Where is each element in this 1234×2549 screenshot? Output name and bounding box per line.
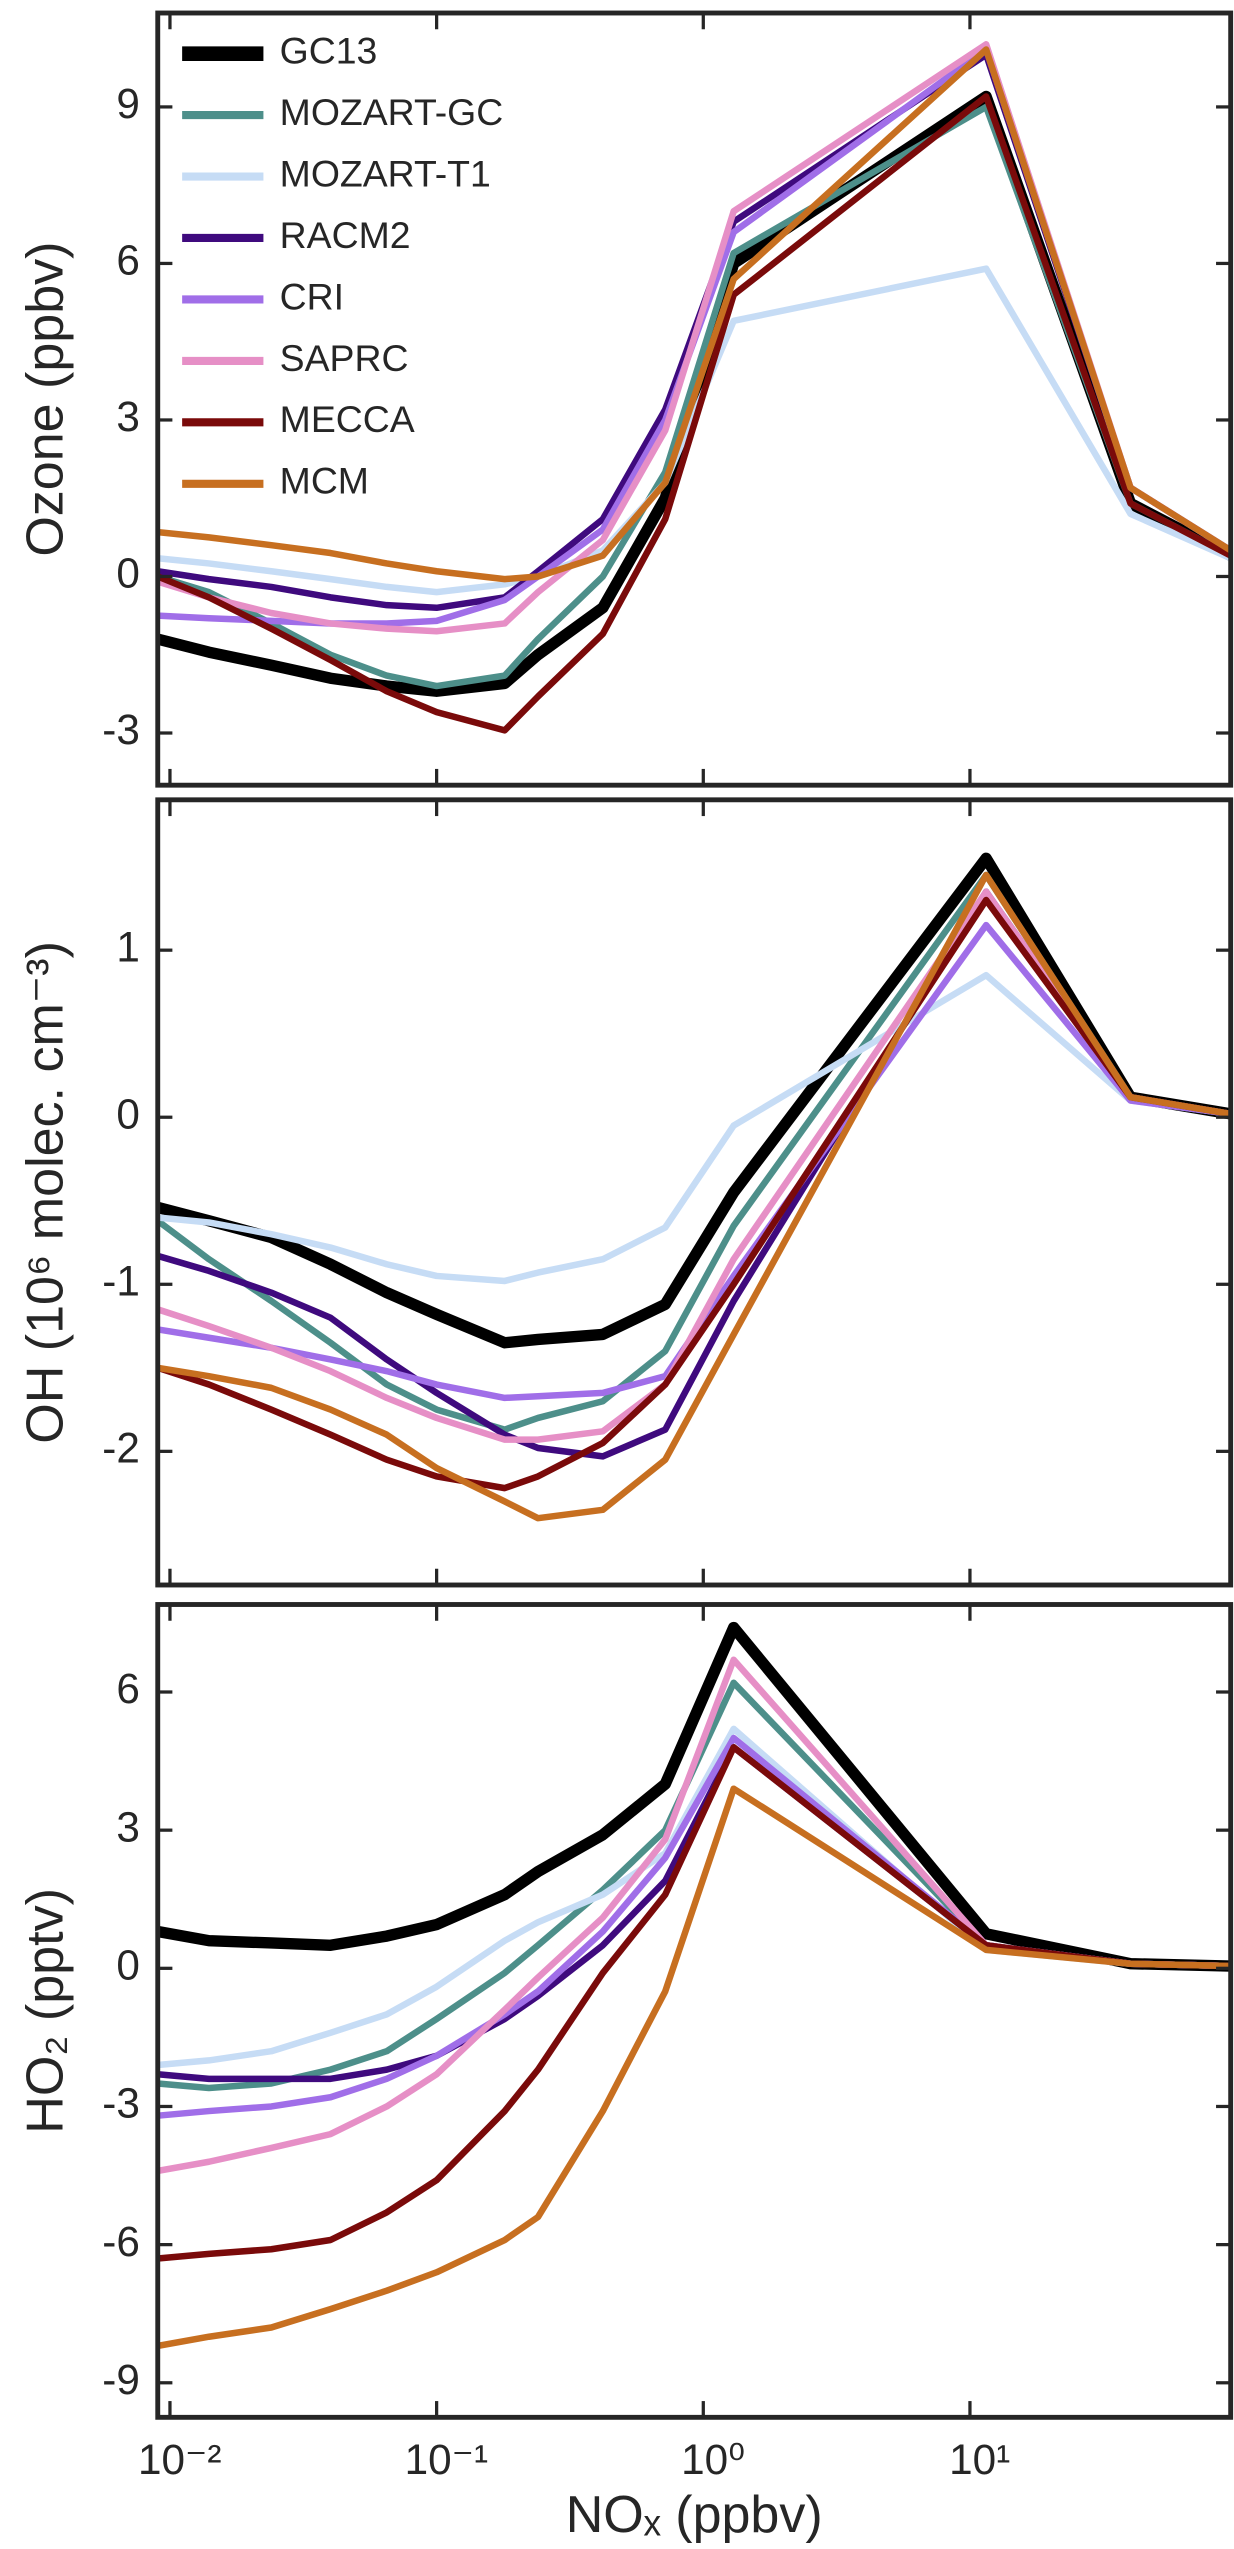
x-tick-label: 10⁻¹ bbox=[405, 2436, 488, 2483]
series-line bbox=[157, 852, 1231, 1349]
y-tick-label: 6 bbox=[116, 237, 140, 284]
legend-label: SAPRC bbox=[280, 337, 409, 379]
y-tick-label: -9 bbox=[102, 2356, 140, 2403]
series-line bbox=[157, 46, 1231, 583]
y-tick-label: 3 bbox=[116, 1803, 140, 1850]
series-line bbox=[157, 46, 1231, 627]
y-axis-label: OH (10⁶ molec. cm⁻³) bbox=[17, 941, 75, 1444]
series-line bbox=[157, 90, 1231, 697]
series-line bbox=[157, 971, 1231, 1285]
panel bbox=[157, 852, 1231, 1522]
y-tick-label: -6 bbox=[102, 2218, 140, 2265]
y-tick-label: -3 bbox=[102, 2080, 140, 2127]
y-axis-label: Ozone (ppbv) bbox=[17, 242, 75, 557]
y-tick-label: 0 bbox=[116, 550, 140, 597]
legend-label: CRI bbox=[280, 275, 344, 317]
x-tick-label: 10⁻² bbox=[138, 2436, 221, 2483]
legend-label: GC13 bbox=[280, 30, 378, 72]
legend-label: MCM bbox=[280, 460, 369, 502]
legend-label: RACM2 bbox=[280, 214, 411, 256]
plot-frame bbox=[155, 797, 1234, 1588]
y-tick-label: 9 bbox=[116, 80, 140, 127]
x-axis-label: NOₓ (ppbv) bbox=[566, 2486, 823, 2544]
series-line bbox=[157, 1679, 1231, 2092]
series-line bbox=[157, 1744, 1231, 2262]
series-line bbox=[157, 896, 1231, 1492]
legend-label: MOZART-GC bbox=[280, 91, 504, 133]
legend: GC13 MOZART-GC MOZART-T1 RACM2 CRI SAPRC MECCA… bbox=[182, 30, 503, 502]
panel bbox=[157, 1621, 1231, 2350]
series-line bbox=[157, 1621, 1231, 1972]
series-line bbox=[157, 1785, 1231, 2350]
x-tick-label: 10⁰ bbox=[681, 2436, 745, 2483]
y-tick-label: 6 bbox=[116, 1665, 140, 1712]
y-tick-label: -1 bbox=[102, 1257, 140, 1304]
y-tick-label: 0 bbox=[116, 1941, 140, 1988]
panel bbox=[157, 41, 1231, 734]
plot-frame bbox=[155, 10, 1234, 788]
legend-label: MECCA bbox=[280, 398, 415, 440]
legend-label: MOZART-T1 bbox=[280, 152, 491, 194]
x-tick-label: 10¹ bbox=[949, 2436, 1010, 2483]
series-line bbox=[157, 1656, 1231, 2175]
series-line bbox=[157, 41, 1231, 635]
y-tick-label: -3 bbox=[102, 706, 140, 753]
y-tick-label: 0 bbox=[116, 1090, 140, 1137]
series-line bbox=[157, 871, 1231, 1433]
y-tick-label: 3 bbox=[116, 393, 140, 440]
series-line bbox=[157, 871, 1231, 1522]
y-tick-label: -2 bbox=[102, 1425, 140, 1472]
y-axis-label: HO₂ (pptv) bbox=[17, 1888, 75, 2134]
series-line bbox=[157, 93, 1231, 734]
y-tick-label: 1 bbox=[116, 923, 140, 970]
plot-frame bbox=[155, 1602, 1234, 2420]
series-line bbox=[157, 888, 1231, 1460]
